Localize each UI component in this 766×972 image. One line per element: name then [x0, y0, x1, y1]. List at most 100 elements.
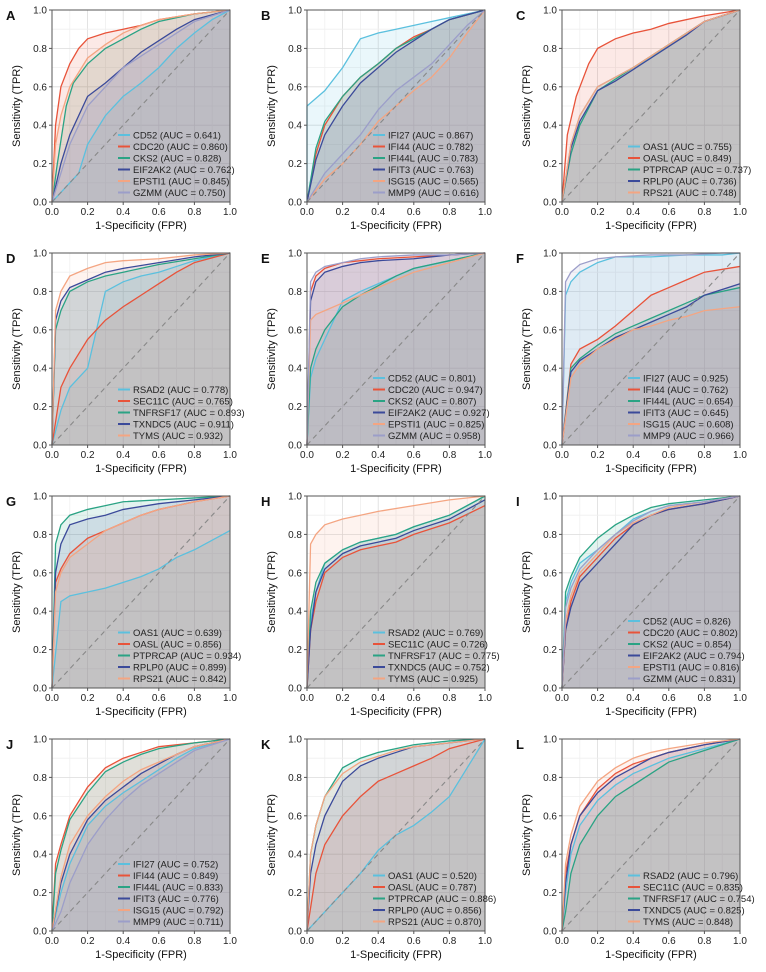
- y-tick-label: 0.4: [33, 364, 47, 375]
- x-tick-label: 1.0: [478, 207, 492, 218]
- legend-entry-ifi44l: IFI44L (AUC = 0.783): [388, 154, 478, 165]
- roc-curve-b-ifit3: [306, 9, 486, 203]
- x-tick-label: 0.6: [152, 207, 166, 218]
- y-axis-label: Sensitivity (TPR): [521, 794, 533, 876]
- y-axis-label: Sensitivity (TPR): [11, 794, 23, 876]
- roc-curve-a-cks2: [51, 9, 231, 203]
- x-axis-label: 1-Specificity (FPR): [605, 463, 697, 475]
- roc-area-f-ifit3: [562, 283, 740, 445]
- chance-diagonal: [561, 738, 741, 932]
- x-axis-label: 1-Specificity (FPR): [95, 220, 187, 232]
- y-tick-label: 0.0: [33, 927, 47, 938]
- y-tick-label: 0.8: [288, 530, 302, 541]
- y-tick-label: 0.4: [543, 364, 557, 375]
- roc-curve-j-ifi44: [51, 738, 231, 932]
- x-tick-label: 0.0: [45, 936, 59, 947]
- legend-entry-rsad2: RSAD2 (AUC = 0.778): [133, 385, 228, 396]
- y-tick-label: 0.2: [33, 402, 47, 413]
- legend-entry-rps21: RPS21 (AUC = 0.842): [133, 674, 227, 685]
- roc-curve-i-cks2: [561, 495, 741, 689]
- roc-curve-i-gzmm: [561, 495, 741, 689]
- y-axis-label: Sensitivity (TPR): [521, 65, 533, 147]
- chance-diagonal: [51, 9, 231, 203]
- y-tick-label: 0.4: [33, 607, 47, 618]
- x-tick-label: 0.0: [555, 207, 569, 218]
- legend-entry-ifit3: IFIT3 (AUC = 0.645): [643, 408, 729, 419]
- x-tick-label: 0.8: [442, 936, 456, 947]
- y-tick-label: 0.6: [543, 82, 557, 93]
- roc-curve-h-txndc5: [306, 499, 486, 689]
- x-tick-label: 0.2: [336, 936, 350, 947]
- legend-entry-isg15: ISG15 (AUC = 0.565): [388, 177, 479, 188]
- legend-entry-ifi27: IFI27 (AUC = 0.925): [643, 374, 728, 385]
- plot-frame: [561, 9, 741, 203]
- y-tick-label: 0.8: [33, 530, 47, 541]
- chance-diagonal: [51, 252, 231, 446]
- y-tick-label: 0.0: [288, 927, 302, 938]
- legend-entry-cdc20: CDC20 (AUC = 0.860): [133, 142, 228, 153]
- y-tick-label: 0.2: [288, 645, 302, 656]
- x-tick-label: 1.0: [478, 936, 492, 947]
- roc-panel-h: H 0.00.0 0.2 0.2 0.4 0.4 0.6 0.6 0.8 0.8 1.0 1.0 1-S…: [261, 492, 500, 719]
- y-tick-label: 0.0: [288, 441, 302, 452]
- legend-entry-gzmm: GZMM (AUC = 0.750): [133, 188, 226, 199]
- legend-entry-gzmm: GZMM (AUC = 0.958): [388, 431, 481, 442]
- y-tick-label: 0.2: [288, 159, 302, 170]
- x-tick-label: 0.6: [407, 207, 421, 218]
- x-axis-label: 1-Specificity (FPR): [605, 949, 697, 961]
- legend-entry-txndc5: TXNDC5 (AUC = 0.825): [643, 906, 745, 917]
- roc-area-f-ifi44: [562, 266, 740, 445]
- roc-panel-f: F 0.00.0 0.2 0.2 0.4 0.4 0.6 0.6 0.8 0.8 1.0 1.0 1-S…: [516, 249, 747, 476]
- roc-curve-h-tyms: [306, 495, 486, 689]
- y-tick-label: 0.4: [543, 607, 557, 618]
- legend-entry-cdc20: CDC20 (AUC = 0.802): [643, 628, 738, 639]
- y-tick-label: 0.6: [33, 568, 47, 579]
- y-axis-label: Sensitivity (TPR): [266, 65, 278, 147]
- legend-entry-cks2: CKS2 (AUC = 0.828): [133, 154, 221, 165]
- panel-label-l: L: [516, 737, 524, 752]
- y-axis-label: Sensitivity (TPR): [521, 308, 533, 390]
- y-tick-label: 0.2: [543, 402, 557, 413]
- legend-entry-eif2ak2: EIF2AK2 (AUC = 0.927): [388, 408, 490, 419]
- x-tick-label: 0.6: [152, 693, 166, 704]
- legend-entry-epsti1: EPSTI1 (AUC = 0.845): [133, 177, 229, 188]
- roc-area-f-ifi44l: [562, 287, 740, 445]
- roc-curve-l-tyms: [561, 738, 741, 932]
- y-tick-label: 0.6: [33, 811, 47, 822]
- roc-curve-i-eif2ak2: [561, 495, 741, 689]
- plot-frame: [306, 252, 486, 446]
- y-tick-label: 0.4: [288, 850, 302, 861]
- roc-curve-d-tyms: [51, 252, 231, 446]
- panel-label-c: C: [516, 8, 526, 23]
- y-tick-label: 1.0: [33, 249, 47, 260]
- x-tick-label: 0.2: [336, 207, 350, 218]
- plot-frame: [51, 495, 231, 689]
- legend-entry-tyms: TYMS (AUC = 0.848): [643, 917, 733, 928]
- roc-panel-c: C 0.00.0 0.2 0.2 0.4 0.4 0.6 0.6 0.8 0.8 1.0 1.0 1-S…: [516, 6, 751, 233]
- y-tick-label: 0.6: [288, 325, 302, 336]
- x-tick-label: 0.6: [407, 936, 421, 947]
- x-tick-label: 0.2: [591, 693, 605, 704]
- y-tick-label: 1.0: [543, 6, 557, 17]
- x-tick-label: 0.4: [371, 207, 385, 218]
- roc-curve-k-oasl: [306, 738, 486, 932]
- x-tick-label: 0.0: [555, 450, 569, 461]
- y-axis-label: Sensitivity (TPR): [266, 794, 278, 876]
- x-tick-label: 0.8: [442, 450, 456, 461]
- x-tick-label: 0.6: [152, 936, 166, 947]
- roc-curve-e-epsti1: [306, 252, 486, 446]
- panel-label-j: J: [6, 737, 13, 752]
- legend-entry-sec11c: SEC11C (AUC = 0.765): [133, 397, 233, 408]
- roc-curve-f-mmp9: [561, 252, 740, 446]
- x-tick-label: 1.0: [223, 207, 237, 218]
- x-axis-label: 1-Specificity (FPR): [350, 463, 442, 475]
- x-tick-label: 0.4: [116, 207, 130, 218]
- legend-entry-cd52: CD52 (AUC = 0.801): [388, 374, 476, 385]
- roc-curve-f-isg15: [561, 306, 741, 446]
- legend-entry-txndc5: TXNDC5 (AUC = 0.752): [388, 663, 490, 674]
- roc-panel-a: A 0.00.0 0.2 0.2 0.4 0.4 0.6 0.6 0.8 0.8 1.0 1.0 1-S…: [6, 6, 237, 233]
- y-tick-label: 0.4: [288, 364, 302, 375]
- x-tick-label: 0.4: [371, 936, 385, 947]
- y-tick-label: 0.8: [543, 44, 557, 55]
- x-tick-label: 1.0: [478, 450, 492, 461]
